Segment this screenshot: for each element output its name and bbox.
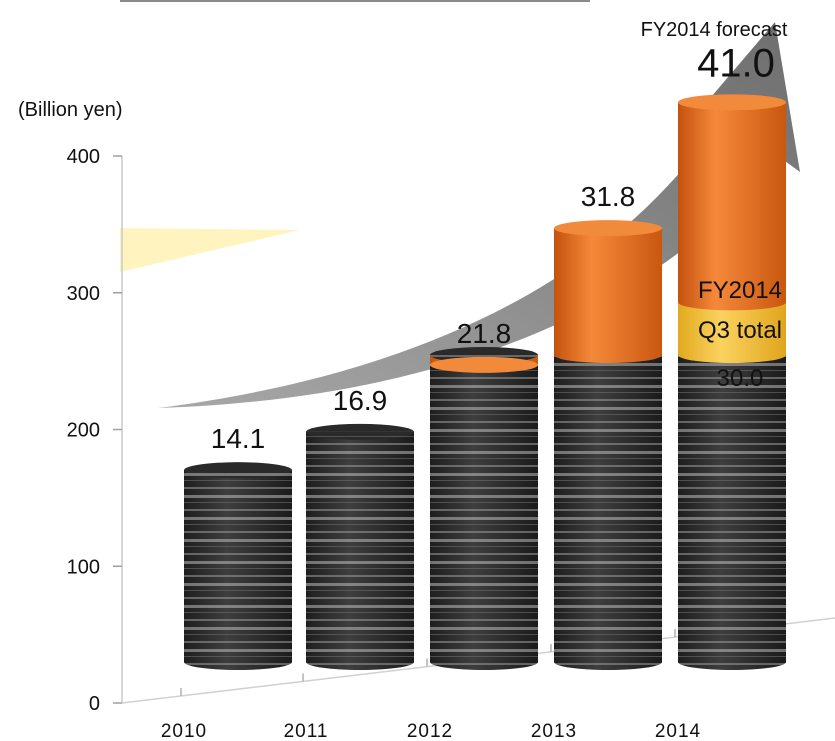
- bar-2013-increase-segment: [554, 220, 662, 363]
- q3-annotation-line1: FY2014: [698, 277, 782, 304]
- x-tick-label: 2012: [407, 721, 453, 741]
- bar-2014-increase-segment: [678, 94, 786, 311]
- x-axis-ticks: 2010 2011 2012 2013 2014: [161, 629, 701, 741]
- x-tick-label: 2011: [284, 721, 329, 741]
- x-tick-label: 2010: [161, 721, 207, 741]
- bar-2010-base: [184, 462, 292, 670]
- bar-2012-increase-segment: [430, 355, 538, 373]
- yellow-highlight-shape: [120, 228, 300, 272]
- data-label-2011: 16.9: [333, 385, 388, 416]
- bar-2014-base: [678, 347, 786, 670]
- y-tick-label: 200: [67, 420, 100, 442]
- y-tick-label: 300: [67, 283, 100, 305]
- y-tick-label: 400: [67, 146, 100, 168]
- data-label-2014: 41.0: [697, 41, 775, 85]
- data-label-2013: 31.8: [581, 181, 636, 212]
- y-axis-title: (Billion yen): [18, 99, 122, 121]
- growth-arrow: [158, 22, 800, 408]
- data-labels: 14.1 16.9 21.8 31.8 41.0: [211, 41, 775, 454]
- bars: [184, 94, 786, 670]
- data-label-2012: 21.8: [457, 318, 512, 349]
- q3-annotation-line2: Q3 total: [698, 317, 782, 344]
- data-label-2010: 14.1: [211, 423, 266, 454]
- x-tick-label: 2014: [655, 721, 701, 741]
- bar-2011-base: [306, 423, 414, 670]
- y-tick-label: 100: [67, 556, 100, 578]
- bar-2013-base: [554, 347, 662, 670]
- q3-value-label: 30.0: [717, 365, 764, 392]
- forecast-annotation: FY2014 forecast: [641, 19, 788, 41]
- bar-2012-base: [430, 347, 538, 670]
- x-tick-label: 2013: [531, 721, 577, 741]
- y-tick-label: 0: [89, 693, 100, 715]
- y-axis-ticks: 0 100 200 300 400: [67, 146, 122, 715]
